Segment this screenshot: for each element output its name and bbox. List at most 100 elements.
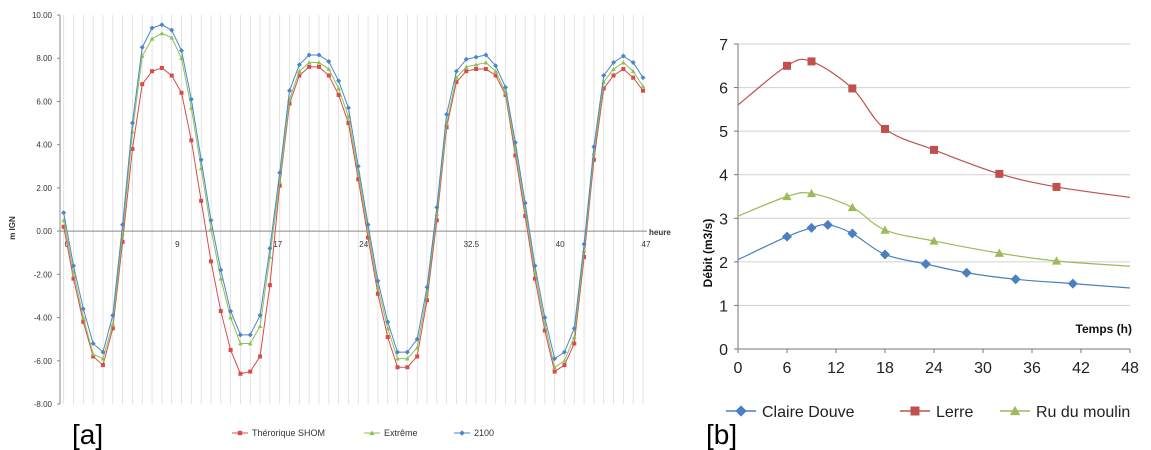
chart-a-ytick-label: 4.00 — [36, 141, 52, 150]
chart-a-point — [81, 319, 86, 324]
chart-b-point — [1010, 274, 1021, 285]
chart-a-series — [61, 22, 646, 376]
chart-a-point — [129, 120, 135, 126]
chart-a-legend-label: Extrême — [384, 428, 418, 438]
chart-a-point — [365, 222, 371, 228]
chart-a-point — [208, 259, 213, 264]
chart-a-ytick-label: -4.00 — [34, 314, 53, 323]
chart-a-point — [228, 308, 234, 314]
chart-b-xtick-label: 18 — [876, 360, 894, 377]
chart-a-point — [463, 64, 469, 69]
chart-b-xlabel: Temps (h) — [1076, 322, 1132, 336]
chart-a-series-line — [63, 66, 644, 375]
chart-b-point — [880, 225, 890, 234]
chart-a-point — [630, 60, 636, 66]
chart-a-point — [80, 306, 86, 312]
chart-a-point — [287, 88, 293, 94]
chart-b-series-line — [737, 224, 1131, 289]
chart-a-point — [405, 356, 410, 361]
chart-a-point — [228, 315, 233, 320]
chart-b-legend-marker — [735, 405, 747, 417]
chart-a-point — [621, 60, 626, 65]
chart-a-point — [307, 64, 312, 69]
chart-a-legend-marker — [237, 430, 243, 436]
chart-a-xtick-label: 47 — [642, 240, 651, 249]
chart-a-point — [189, 138, 194, 143]
chart-a-point — [542, 315, 548, 321]
chart-a-point — [100, 363, 105, 368]
chart-a-ytick-label: 10.00 — [32, 11, 53, 20]
chart-a-point — [336, 78, 342, 84]
chart-a-ytick-label: -2.00 — [34, 270, 53, 279]
chart-a-point — [355, 163, 361, 169]
chart-b-point — [994, 248, 1004, 257]
chart-a-xlabel: heure — [649, 228, 671, 237]
chart-a-point — [237, 332, 243, 338]
chart-b-point — [848, 84, 857, 93]
chart-b-point — [807, 57, 816, 66]
chart-b-point — [847, 202, 857, 212]
chart-a-point — [296, 62, 302, 68]
chart-b-series-line — [737, 192, 1131, 267]
chart-a-point — [149, 25, 155, 31]
chart-a-point — [434, 204, 440, 210]
chart-b-point — [1051, 256, 1062, 265]
chart-a-point — [90, 351, 96, 357]
chart-a-legend-label: 2100 — [474, 428, 494, 438]
chart-a-point — [591, 157, 596, 162]
chart-a-xtick-label: 17 — [273, 240, 282, 249]
chart-a-point — [474, 67, 479, 72]
chart-b-ytick-label: 6 — [719, 81, 728, 98]
chart-a-point — [582, 255, 587, 260]
chart-a-legend-marker — [369, 430, 375, 436]
chart-a-point — [395, 349, 401, 355]
chart-a-point — [493, 68, 499, 74]
chart-b-gridlines — [738, 43, 1130, 306]
chart-a-point — [405, 365, 410, 370]
chart-a-point — [640, 75, 646, 81]
chart-a-point — [61, 210, 67, 216]
chart-b-legend-label: Ru du moulin — [1036, 404, 1130, 421]
chart-b-point — [847, 228, 858, 239]
chart-a-point — [130, 146, 135, 151]
chart-a-point — [140, 82, 145, 87]
chart-a-point — [385, 326, 391, 331]
chart-b-point — [880, 249, 890, 260]
chart-a-point — [542, 328, 547, 333]
chart-a-point — [208, 226, 214, 231]
chart-a-point — [120, 239, 125, 244]
chart-a-point — [464, 69, 469, 74]
chart-b-xtick-label: 48 — [1121, 360, 1139, 377]
chart-a-point — [523, 213, 528, 218]
chart-a-point — [326, 58, 332, 64]
chart-a-point — [159, 22, 165, 28]
chart-a-point — [257, 312, 263, 318]
chart-a-point — [483, 52, 489, 58]
chart-a-point — [424, 284, 430, 290]
chart-a-point — [81, 315, 86, 320]
chart-a-point — [453, 68, 459, 74]
chart-a-point — [493, 63, 499, 69]
chart-a-ylabel: m IGN — [8, 216, 17, 240]
chart-a-point — [532, 276, 537, 281]
chart-a-point — [169, 73, 174, 78]
chart-a-point — [267, 283, 272, 288]
chart-a-point — [571, 334, 577, 339]
chart-b-xtick-label: 6 — [783, 360, 792, 377]
chart-a-point — [228, 347, 233, 352]
chart-a-point — [611, 73, 616, 78]
chart-a-point — [71, 263, 77, 269]
chart-b-series — [737, 57, 1131, 289]
chart-a-point — [503, 84, 509, 90]
chart-a-point — [218, 276, 224, 281]
chart-a-xtick-label: 9 — [175, 240, 180, 249]
chart-a-point — [100, 349, 106, 355]
chart-b-legend-label: Lerre — [936, 404, 973, 421]
chart-a-point — [247, 332, 253, 338]
chart-a-point — [561, 349, 567, 355]
chart-a-point — [169, 35, 174, 40]
chart-a-point — [552, 356, 558, 362]
chart-a-ytick-label: -6.00 — [34, 357, 53, 366]
chart-b-point — [806, 222, 817, 233]
